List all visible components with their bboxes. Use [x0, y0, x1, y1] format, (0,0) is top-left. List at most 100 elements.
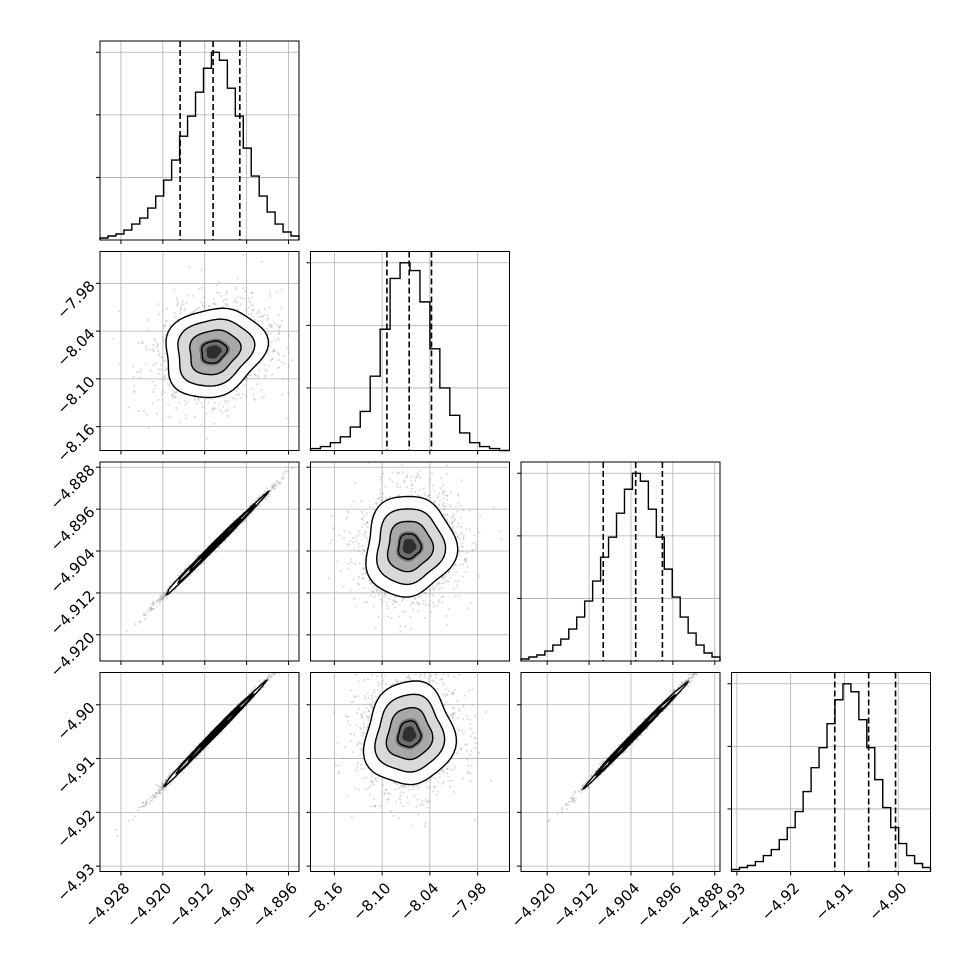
sample-point	[159, 596, 163, 599]
sample-point	[134, 815, 137, 818]
sample-point	[442, 484, 445, 487]
sample-point	[330, 515, 333, 518]
sample-point	[148, 348, 151, 351]
sample-point	[441, 581, 445, 585]
sample-point	[462, 538, 465, 541]
sample-point	[140, 341, 144, 344]
sample-point	[349, 589, 352, 592]
sample-point	[357, 546, 360, 549]
sample-point	[149, 605, 152, 608]
sample-point	[138, 370, 141, 374]
sample-point	[363, 534, 367, 538]
sample-point	[160, 598, 163, 601]
sample-point	[423, 592, 426, 595]
sample-point	[247, 297, 251, 300]
sample-point	[365, 536, 368, 540]
sample-point	[462, 563, 465, 566]
sample-point	[151, 601, 154, 604]
sample-point	[169, 416, 172, 419]
sample-point	[360, 500, 363, 503]
sample-point	[350, 505, 353, 508]
sample-point	[397, 471, 400, 475]
sample-point	[394, 596, 397, 599]
sample-point	[273, 487, 276, 491]
sample-point	[233, 301, 236, 304]
sample-point	[174, 588, 177, 592]
sample-point	[245, 378, 248, 381]
sample-point	[387, 596, 390, 600]
sample-point	[269, 294, 272, 298]
sample-point	[417, 602, 420, 605]
sample-point	[457, 579, 460, 582]
sample-point	[158, 352, 161, 355]
sample-point	[471, 549, 474, 552]
sample-point	[276, 480, 279, 483]
sample-point	[411, 601, 414, 604]
sample-point	[458, 554, 461, 557]
sample-point	[236, 301, 239, 304]
sample-point	[134, 623, 137, 626]
sample-point	[221, 411, 224, 414]
sample-point	[379, 598, 382, 601]
sample-point	[417, 594, 420, 597]
sample-point	[452, 513, 455, 517]
histogram-step	[520, 472, 721, 661]
sample-point	[443, 507, 446, 510]
sample-point	[395, 601, 398, 604]
sample-point	[214, 303, 217, 306]
sample-point	[163, 374, 167, 377]
sample-point	[442, 492, 445, 495]
sample-point	[284, 469, 287, 472]
sample-point	[385, 604, 389, 607]
sample-point	[162, 597, 165, 601]
sample-point	[197, 399, 200, 402]
sample-point	[181, 300, 184, 303]
sample-point	[464, 559, 467, 562]
sample-point	[362, 577, 365, 580]
sample-point	[145, 348, 148, 351]
sample-point	[454, 595, 457, 598]
sample-point	[247, 312, 250, 316]
sample-point	[404, 625, 407, 628]
sample-point	[157, 344, 160, 347]
sample-point	[211, 409, 214, 412]
sample-point	[422, 591, 425, 594]
sample-point	[416, 493, 419, 497]
sample-point	[145, 801, 149, 804]
sample-point	[414, 597, 417, 600]
sample-point	[147, 329, 150, 332]
sample-point	[384, 593, 387, 596]
sample-point	[278, 353, 281, 356]
sample-point	[466, 565, 470, 568]
sample-point	[168, 384, 171, 387]
sample-point	[163, 594, 166, 597]
sample-point	[343, 530, 346, 533]
sample-point	[342, 585, 345, 589]
sample-point	[160, 597, 163, 601]
sample-point	[269, 291, 272, 294]
histogram-step	[99, 51, 300, 240]
sample-point	[461, 550, 464, 553]
sample-point	[446, 518, 449, 521]
sample-point	[410, 483, 414, 486]
panel-frame	[99, 461, 300, 662]
sample-point	[446, 494, 449, 497]
sample-point	[161, 593, 164, 596]
sample-point	[192, 311, 195, 314]
sample-point	[254, 398, 257, 401]
sample-point	[222, 529, 225, 532]
sample-point	[342, 537, 345, 540]
sample-point	[178, 421, 181, 424]
sample-point	[449, 491, 452, 494]
sample-point	[387, 615, 390, 618]
sample-point	[416, 472, 419, 475]
sample-point	[366, 539, 370, 542]
sample-point	[361, 525, 364, 529]
sample-point	[386, 601, 389, 604]
sample-point	[205, 412, 208, 415]
sample-point	[438, 503, 441, 506]
sample-point	[268, 678, 271, 682]
sample-point	[423, 494, 426, 497]
sample-point	[256, 374, 259, 377]
sample-point	[437, 599, 440, 602]
